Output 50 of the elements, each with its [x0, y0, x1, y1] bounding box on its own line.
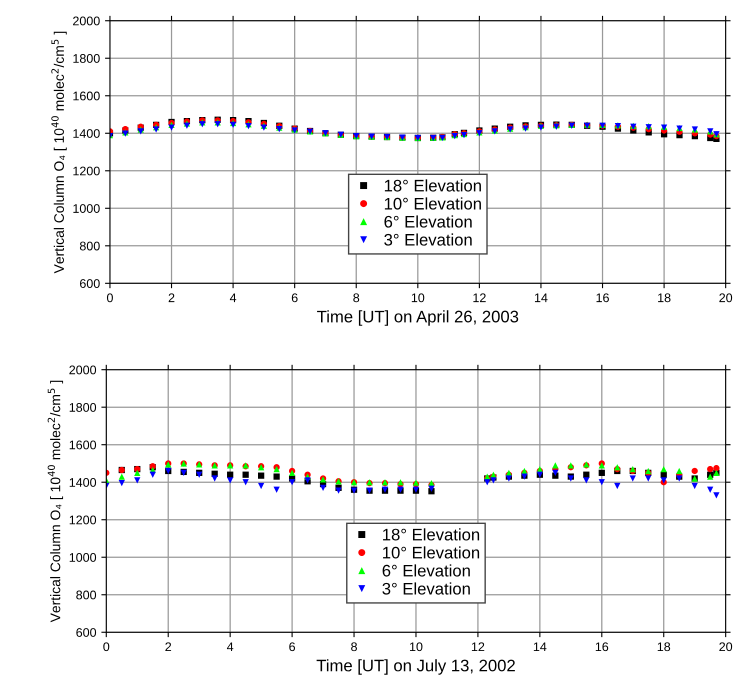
y-tick-label: 1000	[73, 204, 100, 213]
legend-label: 6° Elevation	[384, 215, 472, 228]
y-tick-label: 1800	[73, 54, 100, 63]
x-tick-label: 4	[230, 293, 236, 302]
x-tick-label: 2	[165, 642, 172, 652]
x-tick-label: 8	[353, 293, 360, 302]
y-tick-label: 2000	[69, 365, 96, 374]
x-tick-label: 10	[412, 293, 424, 302]
y-tick-label: 1400	[73, 129, 100, 138]
legend-label: 18° Elevation	[384, 179, 481, 192]
y-tick-label: 1400	[70, 478, 96, 487]
y-axis-title: Vertical Column O₄ [ 10$^{40}$ molec$^{2}$/cm$^{5}$ ]	[51, 32, 67, 274]
x-tick-label: 8	[351, 642, 357, 652]
legend-label: 18° Elevation	[383, 528, 480, 541]
y-tick-label: 800	[80, 242, 100, 250]
y-tick-label: 800	[76, 590, 96, 600]
legend-label: 10° Elevation	[383, 546, 480, 559]
x-axis-title: Time [UT] on April 26, 2003	[317, 310, 518, 326]
y-tick-label: 1000	[70, 553, 96, 562]
x-tick-label: 4	[226, 642, 234, 652]
x-tick-label: 6	[292, 293, 298, 302]
x-tick-label: 14	[534, 293, 548, 302]
y-tick-label: 600	[80, 279, 100, 288]
x-tick-label: 14	[534, 642, 546, 652]
x-tick-label: 2	[168, 293, 174, 302]
x-axis-title: Time [UT] on July 13, 2002	[316, 659, 515, 675]
x-tick-label: 0	[103, 642, 110, 652]
y-axis-title: Vertical Column O₄ [ 10$^{40}$ molec$^{2}$/cm$^{5}$ ]	[48, 380, 64, 622]
y-tick-label: 1600	[73, 92, 100, 100]
y-tick-label: 2000	[73, 16, 100, 26]
y-tick-label: 1600	[70, 440, 96, 450]
x-tick-label: 12	[473, 293, 486, 302]
legend-label: 10° Elevation	[384, 197, 481, 210]
y-tick-label: 600	[76, 628, 96, 637]
legend-label: 3° Elevation	[382, 582, 470, 595]
legend-label: 3° Elevation	[384, 233, 472, 246]
x-tick-label: 18	[658, 293, 671, 302]
x-tick-label: 16	[596, 642, 608, 652]
y-tick-label: 1200	[73, 166, 100, 176]
x-tick-label: 12	[472, 642, 484, 652]
x-tick-label: 16	[596, 293, 609, 302]
x-tick-label: 6	[289, 642, 296, 652]
x-tick-label: 0	[106, 293, 113, 302]
y-tick-label: 1800	[70, 402, 96, 412]
x-tick-label: 10	[410, 642, 422, 652]
x-tick-label: 20	[719, 293, 732, 302]
legend-label: 6° Elevation	[382, 564, 470, 577]
y-tick-label: 1200	[70, 516, 96, 524]
x-tick-label: 18	[658, 642, 670, 652]
x-tick-label: 20	[719, 642, 732, 652]
